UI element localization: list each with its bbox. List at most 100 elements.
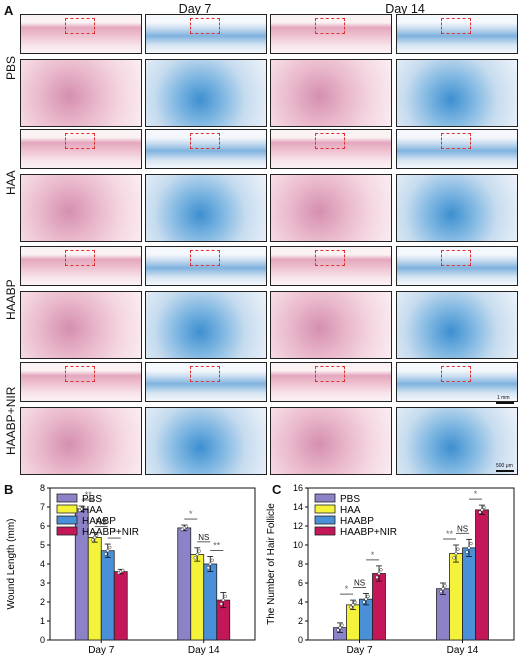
legend-label: PBS (82, 494, 102, 505)
bar (359, 598, 373, 641)
data-point (197, 549, 201, 553)
significance-label: * (112, 528, 116, 538)
row-label-haabp-nir: HAABP+NIR (4, 386, 18, 456)
panel-c-letter: C (272, 482, 282, 497)
significance-label: * (189, 509, 193, 519)
row-label-haabp: HAABP (4, 279, 18, 321)
legend-label: HAA (340, 505, 361, 516)
bar (190, 554, 205, 641)
scalebar-1mm-label: 1 mm (497, 395, 510, 401)
data-point (340, 623, 344, 627)
legend-label: HAABP+NIR (82, 527, 139, 538)
detail-micrograph-haabp-nir-3 (270, 407, 392, 475)
data-point (469, 541, 473, 546)
significance-label: * (371, 550, 375, 560)
data-point (338, 626, 342, 630)
zoom-region-box (315, 133, 345, 149)
bar (346, 604, 360, 641)
data-point (336, 628, 340, 632)
y-axis-label: Wound Length (mm) (6, 519, 17, 610)
zoom-region-box (65, 250, 95, 266)
bar (100, 550, 115, 641)
overview-micrograph-haa-4 (396, 129, 518, 169)
y-tick-label: 0 (40, 635, 45, 645)
data-point (467, 546, 471, 550)
zoom-region-box (190, 250, 220, 266)
overview-micrograph-haabp-nir-1 (20, 362, 142, 402)
bar (203, 563, 218, 641)
zoom-region-box (315, 366, 345, 382)
hair-follicle-chart: 0 2 4 6 8 10 12 14 16 The Number of Hair Follicle… (266, 483, 515, 656)
significance-label: NS (354, 578, 365, 587)
significance-label: ** (213, 540, 221, 550)
scalebar-1mm (496, 402, 514, 404)
detail-micrograph-haabp-4 (396, 291, 518, 359)
bar (436, 588, 450, 641)
data-point (439, 589, 443, 594)
data-point (208, 562, 212, 566)
x-tick-label: Day 14 (188, 645, 220, 656)
data-point (106, 549, 110, 553)
y-tick-label: 6 (40, 521, 45, 531)
y-tick-label: 4 (298, 597, 303, 607)
data-point (184, 524, 188, 529)
data-point (95, 533, 99, 537)
bar (449, 553, 463, 641)
data-point (465, 550, 469, 554)
data-point (82, 505, 86, 510)
data-point (480, 508, 484, 512)
detail-micrograph-haabp-nir-2 (145, 407, 267, 475)
y-tick-label: 16 (293, 483, 303, 493)
data-point (206, 566, 210, 570)
data-point (351, 603, 355, 607)
x-tick-label: Day 7 (346, 645, 373, 656)
legend-swatch (56, 493, 78, 503)
row-label-haa: HAA (4, 170, 18, 196)
overview-micrograph-pbs-2 (145, 14, 267, 54)
zoom-region-box (190, 18, 220, 34)
overview-micrograph-haa-2 (145, 129, 267, 169)
legend-label: HAABP (82, 516, 116, 527)
y-tick-label: 7 (40, 502, 45, 512)
y-tick-label: 1 (40, 616, 45, 626)
zoom-region-box (441, 366, 471, 382)
detail-micrograph-haa-2 (145, 174, 267, 242)
legend-label: HAABP (340, 516, 374, 527)
legend-swatch (56, 504, 78, 514)
data-point (478, 510, 482, 514)
data-point (353, 600, 357, 605)
column-title-day14: Day 14 (385, 2, 425, 16)
bar (372, 573, 386, 641)
data-point (443, 584, 447, 588)
zoom-region-box (315, 250, 345, 266)
zoom-region-box (190, 133, 220, 149)
overview-micrograph-haabp-nir-3 (270, 362, 392, 402)
zoom-region-box (441, 133, 471, 149)
legend-swatch (314, 493, 336, 503)
overview-micrograph-haabp-3 (270, 246, 392, 286)
detail-micrograph-pbs-1 (20, 59, 142, 127)
overview-micrograph-pbs-1 (20, 14, 142, 54)
overview-micrograph-pbs-3 (270, 14, 392, 54)
y-tick-label: 14 (293, 502, 303, 512)
data-point (362, 600, 366, 604)
detail-micrograph-haabp-3 (270, 291, 392, 359)
significance-label: NS (96, 518, 107, 527)
y-tick-label: 6 (298, 578, 303, 588)
zoom-region-box (441, 250, 471, 266)
data-point (364, 597, 368, 601)
bar (462, 547, 476, 641)
column-title-day7: Day 7 (178, 2, 212, 16)
data-point (379, 568, 383, 572)
data-point (93, 535, 97, 540)
scalebar-500um (496, 470, 514, 472)
detail-micrograph-haabp-2 (145, 291, 267, 359)
legend-label: HAA (82, 505, 103, 516)
detail-micrograph-haa-4 (396, 174, 518, 242)
data-point (121, 568, 125, 573)
legend-label: PBS (340, 494, 360, 505)
data-point (223, 594, 227, 598)
significance-label: ** (446, 529, 454, 539)
data-point (195, 552, 199, 557)
